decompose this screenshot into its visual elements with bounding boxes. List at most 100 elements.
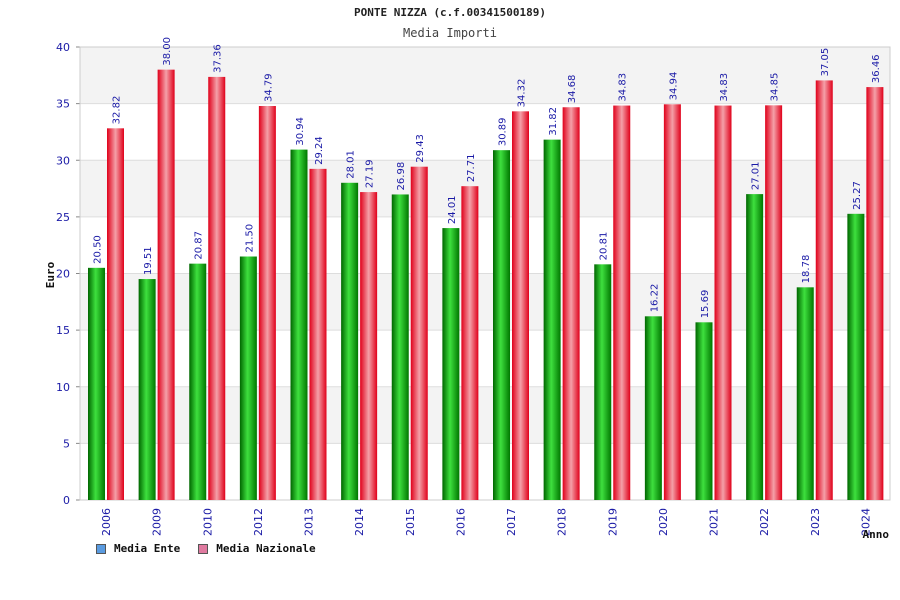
bar-value-label: 24.01 — [447, 195, 458, 224]
bar-value-label: 38.00 — [162, 37, 173, 66]
legend-label: Media Ente — [114, 542, 181, 555]
bar-media-ente — [847, 213, 865, 500]
x-tick-label: 2017 — [505, 508, 518, 536]
x-tick-label: 2006 — [100, 508, 113, 536]
bar-media-nazionale — [360, 192, 378, 501]
bar-media-ente — [189, 263, 207, 500]
bar-value-label: 31.82 — [548, 107, 559, 136]
legend-item-media-nazionale: Media Nazionale — [198, 542, 316, 555]
bar-value-label: 34.94 — [668, 72, 679, 101]
x-tick-label: 2013 — [303, 508, 316, 536]
bar-media-nazionale — [309, 168, 327, 500]
x-axis-label: Anno — [863, 528, 890, 541]
bar-value-label: 15.69 — [700, 290, 711, 319]
bar-media-nazionale — [866, 87, 884, 500]
bar-value-label: 29.43 — [415, 134, 426, 163]
bar-media-ente — [239, 256, 257, 500]
bar-media-ente — [442, 228, 460, 501]
bar-media-ente — [543, 139, 561, 501]
bar-media-nazionale — [562, 107, 580, 501]
bar-media-ente — [644, 316, 662, 500]
bar-value-label: 25.27 — [852, 181, 863, 210]
bar-media-nazionale — [410, 166, 428, 500]
bar-value-labels: 20.50 32.82 19.51 38.00 20.87 37.36 21.50 34.79… — [93, 37, 882, 318]
bar-media-ente — [746, 194, 764, 500]
bar-media-nazionale — [107, 128, 124, 500]
bar-value-label: 27.19 — [365, 159, 376, 188]
bars — [88, 69, 884, 501]
bar-media-nazionale — [258, 106, 276, 501]
bar-media-ente — [290, 149, 308, 501]
legend-item-media-ente: Media Ente — [96, 542, 180, 555]
x-tick-label: 2012 — [252, 508, 265, 536]
bar-value-label: 29.24 — [314, 136, 325, 165]
x-tick-label: 2020 — [657, 508, 670, 536]
x-tick-label: 2009 — [151, 508, 164, 536]
x-tick-label: 2016 — [454, 508, 467, 536]
y-tick-label: 5 — [63, 437, 70, 450]
bar-value-label: 16.22 — [649, 284, 660, 313]
bar-media-nazionale — [815, 80, 833, 500]
bar-value-label: 34.83 — [719, 73, 730, 102]
bar-media-nazionale — [714, 105, 732, 501]
bar-value-label: 21.50 — [244, 224, 255, 253]
bar-media-ente — [341, 182, 359, 500]
y-tick-label: 15 — [56, 324, 70, 337]
bar-media-ente — [493, 150, 510, 500]
bar-media-nazionale — [765, 105, 783, 500]
x-tick-label: 2021 — [708, 508, 721, 536]
bar-value-label: 18.78 — [801, 255, 812, 284]
bar-value-label: 20.50 — [93, 235, 104, 264]
bar-value-label: 30.89 — [498, 118, 509, 147]
x-tick-label: 2024 — [859, 508, 872, 536]
legend-swatch-media-ente — [96, 543, 106, 554]
y-tick-label: 30 — [56, 154, 70, 167]
bar-value-label: 34.68 — [567, 75, 578, 104]
plot-frame — [79, 46, 891, 501]
grid-band — [80, 47, 890, 104]
x-tick-label: 2010 — [201, 508, 214, 536]
bar-value-label: 36.46 — [871, 54, 882, 83]
bar-value-label: 28.01 — [346, 150, 357, 179]
bar-media-ente — [594, 264, 612, 500]
y-axis-label: Euro — [44, 261, 57, 288]
bar-media-nazionale — [461, 186, 479, 500]
bar-media-nazionale — [208, 76, 226, 500]
bar-value-label: 20.87 — [194, 231, 205, 260]
x-tick-label: 2022 — [758, 508, 771, 536]
x-tick-label: 2023 — [809, 508, 822, 536]
y-tick-label: 35 — [56, 98, 70, 111]
legend: Media Ente Media Nazionale — [96, 542, 316, 555]
bar-value-label: 34.32 — [517, 79, 528, 108]
bar-value-label: 32.82 — [112, 96, 123, 125]
x-tick-label: 2015 — [404, 508, 417, 536]
bar-value-label: 37.36 — [213, 44, 224, 73]
bar-value-label: 34.85 — [770, 73, 781, 102]
bar-media-nazionale — [157, 69, 175, 501]
y-tick-label: 0 — [63, 494, 70, 507]
y-axis-ticks: 0 5 10 15 20 25 30 35 40 — [56, 41, 70, 507]
bar-value-label: 37.05 — [820, 48, 831, 77]
legend-swatch-media-nazionale — [198, 543, 209, 554]
bar-media-ente — [695, 322, 713, 500]
bar-value-label: 20.81 — [599, 232, 610, 261]
bar-value-label: 34.79 — [263, 73, 274, 102]
bar-value-label: 30.94 — [295, 117, 306, 146]
bar-value-label: 26.98 — [396, 162, 407, 191]
x-tick-label: 2018 — [556, 508, 569, 536]
legend-label: Media Nazionale — [216, 542, 316, 555]
chart-subtitle: Media Importi — [403, 26, 497, 40]
bar-value-label: 27.71 — [466, 154, 477, 183]
bar-value-label: 34.83 — [618, 73, 629, 102]
x-tick-label: 2014 — [353, 508, 366, 536]
bar-media-ente — [796, 287, 814, 500]
bar-media-nazionale — [613, 105, 631, 501]
bar-value-label: 27.01 — [751, 161, 762, 190]
bar-value-label: 19.51 — [143, 246, 154, 275]
y-tick-label: 40 — [56, 41, 70, 54]
bar-media-ente — [88, 267, 105, 500]
y-tick-label: 10 — [56, 381, 70, 394]
y-tick-label: 20 — [56, 268, 70, 281]
chart-title: PONTE NIZZA (c.f.00341500189) — [353, 6, 547, 19]
